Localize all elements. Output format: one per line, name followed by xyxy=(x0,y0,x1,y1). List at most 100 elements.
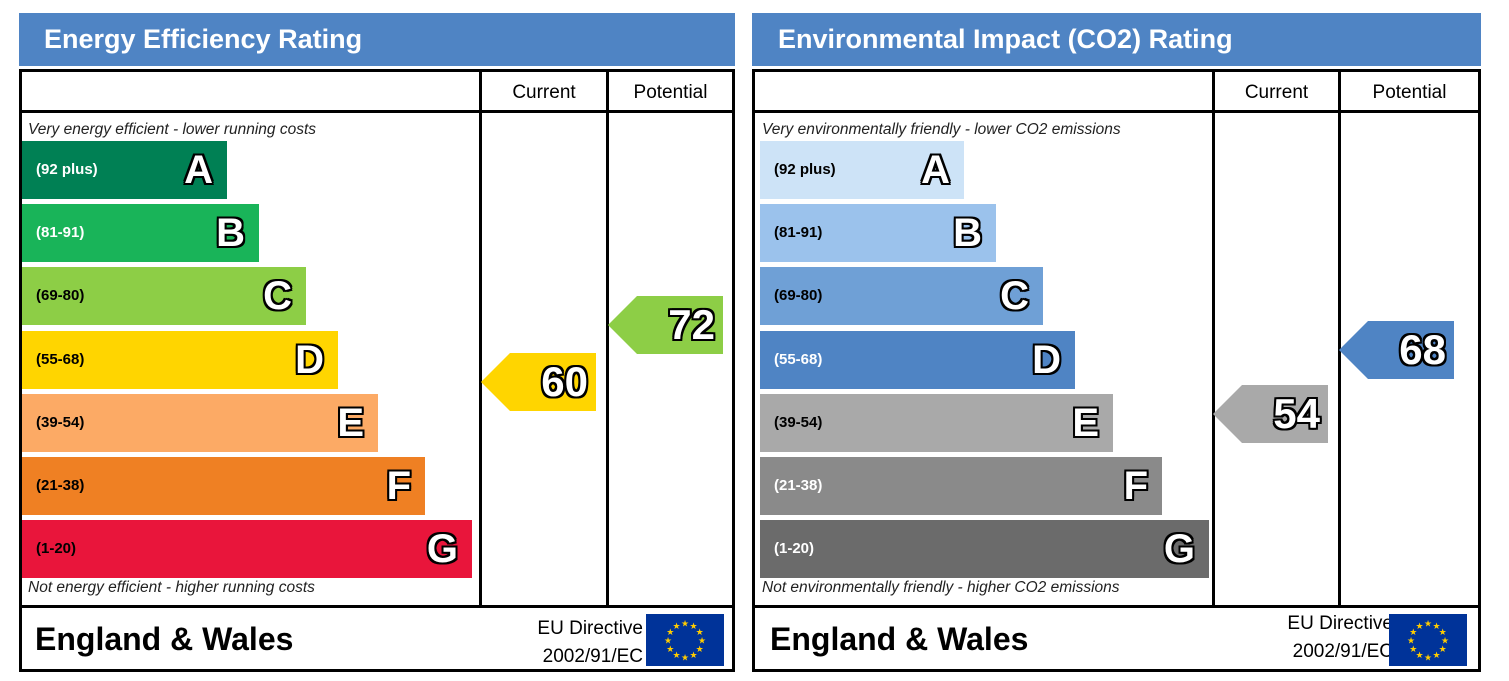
rating-band-d: (55-68) D xyxy=(760,330,1075,389)
band-letter: F xyxy=(386,464,411,508)
potential-column-divider xyxy=(1338,72,1341,608)
band-letter: B xyxy=(953,211,982,256)
band-letter: A xyxy=(921,148,950,192)
band-range-label: (55-68) xyxy=(36,350,85,368)
potential-rating-arrow-value: 72 xyxy=(668,301,715,348)
rating-band-g: (1-20) G xyxy=(760,520,1209,579)
potential-rating-arrow: 68 xyxy=(1339,321,1454,379)
svg-text:★: ★ xyxy=(698,636,706,646)
svg-text:★: ★ xyxy=(1415,621,1423,631)
rating-table: Current Potential Very environmentally fri… xyxy=(752,69,1481,672)
region-label: England & Wales xyxy=(35,621,294,657)
band-range-label: (92 plus) xyxy=(774,161,836,178)
current-rating-arrow: 60 xyxy=(481,353,596,411)
rating-band-f: (21-38) F xyxy=(22,457,425,515)
svg-text:★: ★ xyxy=(1432,621,1440,631)
band-letter: E xyxy=(1072,400,1099,445)
svg-text:★: ★ xyxy=(1424,619,1432,629)
band-range-label: (39-54) xyxy=(36,413,85,431)
svg-text:★: ★ xyxy=(689,650,697,660)
band-range-label: (1-20) xyxy=(774,540,815,558)
svg-text:★: ★ xyxy=(666,644,674,654)
potential-column-header: Potential xyxy=(1372,82,1447,103)
rating-band-f: (21-38) F xyxy=(760,457,1162,515)
band-letter: F xyxy=(1123,464,1148,508)
eu-directive-line1: EU Directive xyxy=(1287,613,1393,634)
rating-band-c: (69-80) C xyxy=(22,267,306,326)
potential-rating-arrow: 72 xyxy=(608,296,723,354)
bottom-caption: Not energy efficient - higher running co… xyxy=(28,579,315,596)
band-letter: D xyxy=(1032,337,1061,382)
band-range-label: (81-91) xyxy=(774,224,823,242)
svg-text:★: ★ xyxy=(696,627,704,637)
header-divider xyxy=(22,110,732,113)
band-range-label: (55-68) xyxy=(774,350,823,368)
potential-column-divider xyxy=(606,72,609,608)
current-rating-arrow-value: 54 xyxy=(1273,390,1320,437)
svg-text:★: ★ xyxy=(1439,627,1447,637)
potential-column-header: Potential xyxy=(633,82,708,103)
current-rating-arrow: 54 xyxy=(1213,385,1328,443)
current-column-divider xyxy=(1212,72,1215,608)
footer-divider xyxy=(755,605,1478,608)
band-range-label: (21-38) xyxy=(36,477,85,494)
rating-band-a: (92 plus) A xyxy=(22,141,227,199)
svg-text:★: ★ xyxy=(1439,644,1447,654)
eu-directive-line1: EU Directive xyxy=(537,618,643,639)
current-column-header: Current xyxy=(1244,82,1309,103)
bottom-caption: Not environmentally friendly - higher CO… xyxy=(762,579,1120,596)
svg-text:★: ★ xyxy=(1409,627,1417,637)
rating-band-e: (39-54) E xyxy=(760,393,1113,452)
band-letter: A xyxy=(184,148,213,192)
band-letter: D xyxy=(295,337,324,382)
eu-directive-label: EU Directive 2002/91/EC xyxy=(1287,610,1393,666)
svg-text:★: ★ xyxy=(664,636,672,646)
panel-title: Environmental Impact (CO2) Rating xyxy=(752,13,1481,66)
energy-efficiency-panel: Energy Efficiency Rating Current Potential… xyxy=(19,13,735,673)
band-letter: G xyxy=(426,527,458,572)
panel-title: Energy Efficiency Rating xyxy=(19,13,735,66)
rating-band-e: (39-54) E xyxy=(22,393,378,452)
svg-text:★: ★ xyxy=(1424,653,1432,663)
header-divider xyxy=(755,110,1478,113)
eu-directive-label: EU Directive 2002/91/EC xyxy=(537,615,643,671)
svg-text:★: ★ xyxy=(1441,636,1449,646)
svg-text:★: ★ xyxy=(689,621,697,631)
svg-text:★: ★ xyxy=(681,619,689,629)
band-range-label: (92 plus) xyxy=(36,161,98,178)
potential-rating-arrow-value: 68 xyxy=(1399,326,1446,373)
footer-divider xyxy=(22,605,732,608)
eu-directive-line2: 2002/91/EC xyxy=(542,646,643,667)
rating-table: Current Potential Very energy efficient - … xyxy=(19,69,735,672)
band-letter: C xyxy=(1000,274,1029,319)
environmental-impact-panel: Environmental Impact (CO2) Rating Current… xyxy=(752,13,1481,673)
svg-text:★: ★ xyxy=(681,653,689,663)
band-letter: B xyxy=(216,211,245,256)
svg-text:★: ★ xyxy=(1407,636,1415,646)
rating-band-g: (1-20) G xyxy=(22,520,472,579)
band-range-label: (21-38) xyxy=(774,477,823,494)
svg-text:★: ★ xyxy=(1432,650,1440,660)
svg-text:★: ★ xyxy=(1415,650,1423,660)
svg-text:★: ★ xyxy=(696,644,704,654)
band-range-label: (39-54) xyxy=(774,413,823,431)
svg-text:★: ★ xyxy=(672,650,680,660)
band-letter: E xyxy=(337,400,364,445)
svg-text:★: ★ xyxy=(666,627,674,637)
band-range-label: (81-91) xyxy=(36,224,85,242)
band-range-label: (69-80) xyxy=(36,287,85,305)
rating-band-b: (81-91) B xyxy=(22,204,259,263)
eu-flag-icon: ★ ★ ★ ★ ★ ★ ★ ★ ★ ★ ★ ★ xyxy=(646,614,724,666)
rating-band-b: (81-91) B xyxy=(760,204,996,263)
region-label: England & Wales xyxy=(770,621,1029,657)
current-column-divider xyxy=(479,72,482,608)
current-rating-arrow-value: 60 xyxy=(541,358,588,405)
svg-text:★: ★ xyxy=(672,621,680,631)
rating-band-a: (92 plus) A xyxy=(760,141,964,199)
band-letter: G xyxy=(1163,527,1195,572)
current-column-header: Current xyxy=(512,82,576,103)
top-caption: Very environmentally friendly - lower CO… xyxy=(762,121,1121,138)
band-letter: C xyxy=(263,274,292,319)
svg-text:★: ★ xyxy=(1409,644,1417,654)
eu-flag-icon: ★ ★ ★ ★ ★ ★ ★ ★ ★ ★ ★ ★ xyxy=(1389,614,1467,666)
